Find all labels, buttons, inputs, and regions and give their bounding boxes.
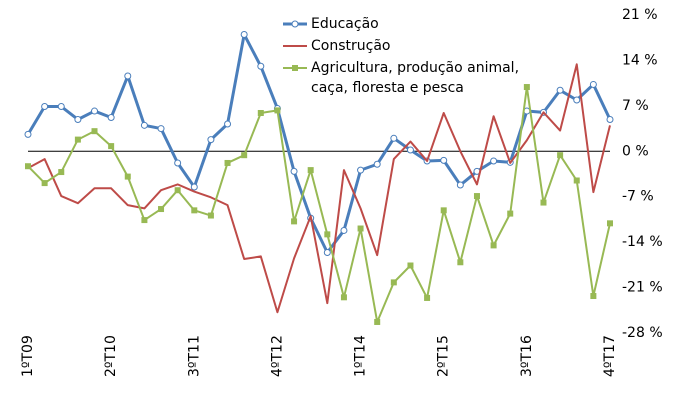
legend-item: Construção (283, 36, 526, 56)
legend-item: Agricultura, produção animal, caça, flor… (283, 58, 526, 98)
point (158, 206, 165, 213)
point (290, 167, 298, 175)
point (307, 167, 314, 174)
point (41, 103, 49, 111)
point (374, 318, 381, 325)
x-tick-label: 4ºT17 (602, 335, 618, 377)
point (340, 226, 348, 234)
point (41, 180, 48, 187)
y-tick-label: 21 % (622, 7, 658, 23)
point (424, 294, 431, 301)
legend-item: Educação (283, 14, 526, 34)
legend-label: Agricultura, produção animal, caça, flor… (311, 60, 520, 96)
point (91, 107, 99, 115)
point (141, 217, 148, 224)
x-tick-label: 3ºT11 (186, 335, 202, 377)
point (107, 114, 115, 122)
x-tick-label: 1ºT09 (20, 335, 36, 377)
point (457, 259, 464, 266)
point (124, 72, 132, 80)
point (91, 128, 98, 135)
x-tick-label: 2ºT15 (436, 335, 452, 377)
point (589, 80, 597, 88)
y-tick-label: -7 % (622, 189, 654, 205)
y-tick-label: 7 % (622, 98, 649, 114)
x-tick-label: 2ºT10 (103, 335, 119, 377)
point (174, 187, 181, 194)
point (25, 163, 31, 170)
series-line (26, 32, 612, 255)
point (590, 293, 597, 300)
point (257, 62, 265, 70)
point (324, 231, 331, 238)
point (340, 294, 347, 301)
point (191, 207, 198, 214)
point (241, 152, 248, 159)
point (224, 159, 231, 166)
legend-label: Educação (311, 16, 379, 32)
point (490, 157, 498, 165)
point (207, 136, 215, 144)
point (224, 120, 232, 128)
series-line (27, 63, 611, 314)
x-tick-label: 3ºT16 (519, 335, 535, 377)
y-tick-label: -14 % (622, 234, 663, 250)
point (606, 115, 614, 123)
point (124, 173, 131, 180)
point (440, 207, 447, 214)
legend-swatch (283, 45, 307, 47)
point (74, 115, 82, 123)
series-line (27, 86, 611, 323)
point (523, 84, 530, 91)
point (274, 107, 281, 114)
point (373, 160, 381, 168)
x-tick-label: 1ºT14 (353, 335, 369, 377)
legend: Educação Construção Agricultura, produção … (283, 14, 526, 100)
point (323, 249, 331, 257)
point (257, 109, 264, 116)
point (573, 177, 580, 184)
point (490, 242, 497, 249)
legend-swatch (283, 65, 307, 71)
legend-marker (291, 20, 299, 28)
point (291, 218, 298, 225)
point (24, 130, 32, 138)
point (540, 199, 547, 206)
point (390, 134, 398, 142)
point (456, 181, 464, 189)
point (190, 183, 198, 191)
point (407, 262, 414, 269)
legend-marker (292, 65, 298, 71)
x-tick-label: 4ºT12 (269, 335, 285, 377)
point (174, 159, 182, 167)
y-tick-label: 14 % (622, 52, 658, 68)
point (557, 152, 564, 159)
point (74, 136, 81, 143)
point (473, 193, 480, 200)
point (57, 103, 65, 111)
point (556, 86, 564, 94)
legend-label: Construção (311, 38, 391, 54)
point (157, 125, 165, 133)
point (58, 169, 65, 176)
point (607, 220, 613, 227)
point (240, 30, 248, 38)
point (108, 143, 115, 150)
y-tick-label: -28 % (622, 325, 663, 341)
point (357, 166, 365, 174)
point (406, 146, 414, 154)
point (573, 96, 581, 104)
point (440, 156, 448, 164)
legend-swatch (283, 20, 307, 28)
point (207, 212, 214, 219)
y-tick-label: 0 % (622, 143, 649, 159)
y-tick-label: -21 % (622, 280, 663, 296)
point (357, 225, 364, 232)
point (140, 121, 148, 129)
point (507, 210, 514, 217)
point (390, 279, 397, 286)
